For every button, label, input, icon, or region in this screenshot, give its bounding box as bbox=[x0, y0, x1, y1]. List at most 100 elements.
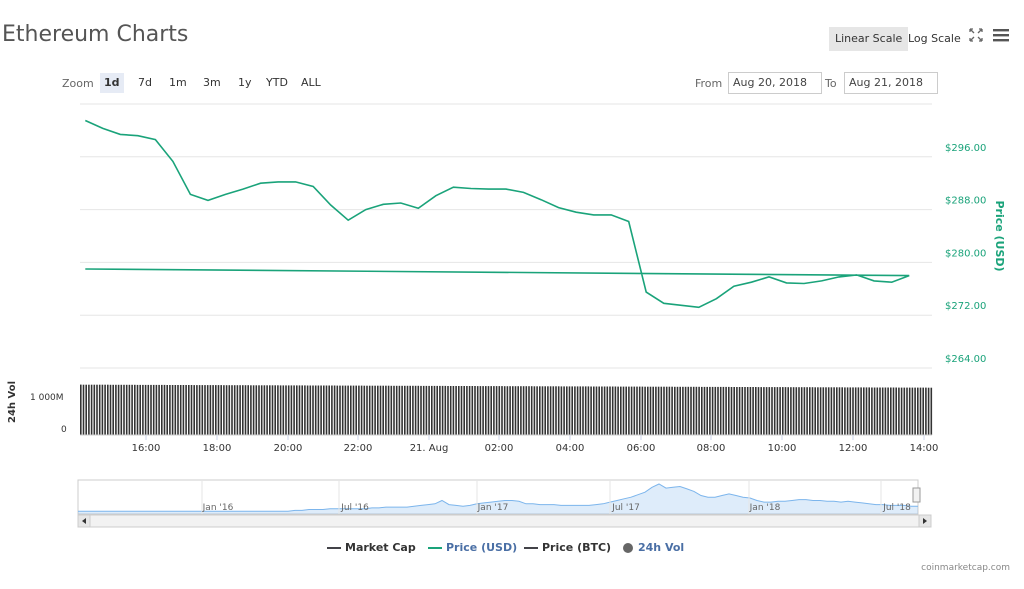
volume-bar bbox=[892, 387, 895, 435]
volume-bar bbox=[625, 386, 627, 435]
volume-bar bbox=[884, 387, 887, 435]
volume-bar bbox=[374, 385, 376, 435]
volume-bar bbox=[385, 385, 387, 435]
expand-icon[interactable] bbox=[968, 27, 984, 47]
volume-bar bbox=[296, 385, 298, 435]
volume-bar bbox=[317, 385, 320, 435]
y-tick-label: $264.00 bbox=[945, 354, 986, 365]
volume-bar bbox=[233, 385, 236, 435]
volume-bar bbox=[652, 386, 654, 435]
volume-bar bbox=[768, 387, 771, 435]
volume-bar bbox=[844, 387, 846, 435]
volume-bar bbox=[368, 385, 371, 435]
hamburger-menu-icon[interactable] bbox=[992, 27, 1010, 47]
x-tick-label: 02:00 bbox=[485, 443, 514, 454]
volume-bar bbox=[568, 386, 571, 435]
volume-bar bbox=[792, 387, 795, 435]
page-title: Ethereum Charts bbox=[2, 22, 189, 47]
volume-bar bbox=[517, 386, 519, 435]
volume-bar bbox=[360, 385, 363, 435]
volume-bar bbox=[868, 387, 870, 435]
zoom-all-button[interactable]: ALL bbox=[301, 76, 321, 89]
to-date-input[interactable]: Aug 21, 2018 bbox=[844, 72, 938, 94]
to-label: To bbox=[825, 77, 837, 90]
volume-bar bbox=[771, 387, 773, 435]
volume-bar bbox=[811, 387, 814, 435]
volume-bar bbox=[649, 386, 652, 435]
volume-bar bbox=[215, 385, 217, 435]
volume-bar bbox=[404, 385, 406, 435]
volume-bar bbox=[252, 385, 255, 435]
volume-bar bbox=[455, 386, 457, 435]
volume-tick-label: 0 bbox=[61, 425, 67, 435]
from-label: From bbox=[695, 77, 723, 90]
navigator-label: Jan '17 bbox=[477, 503, 509, 513]
volume-bar bbox=[501, 386, 503, 435]
volume-bar bbox=[96, 384, 98, 435]
volume-bar bbox=[390, 385, 393, 435]
volume-bar bbox=[854, 387, 857, 435]
volume-bar bbox=[158, 384, 160, 435]
legend-market-cap[interactable]: Market Cap bbox=[327, 541, 416, 554]
zoom-7d-button[interactable]: 7d bbox=[138, 76, 152, 89]
legend-price-btc[interactable]: Price (BTC) bbox=[524, 541, 611, 554]
navigator-line bbox=[78, 483, 918, 512]
x-tick-label: 21. Aug bbox=[410, 443, 449, 454]
volume-bar bbox=[298, 385, 301, 435]
zoom-1y-button[interactable]: 1y bbox=[238, 76, 252, 89]
volume-bar bbox=[198, 385, 201, 435]
volume-bar bbox=[601, 386, 603, 435]
from-date-input[interactable]: Aug 20, 2018 bbox=[728, 72, 822, 94]
x-tick-label: 10:00 bbox=[768, 443, 797, 454]
volume-bar bbox=[525, 386, 528, 435]
volume-bar bbox=[476, 386, 479, 435]
credit-link[interactable]: coinmarketcap.com bbox=[921, 563, 1010, 573]
volume-bar bbox=[277, 385, 279, 435]
volume-bar bbox=[414, 385, 417, 435]
volume-bar bbox=[306, 385, 309, 435]
zoom-3m-button[interactable]: 3m bbox=[203, 76, 221, 89]
volume-bar bbox=[352, 385, 355, 435]
volume-bar bbox=[479, 386, 482, 435]
volume-bar bbox=[212, 385, 214, 435]
volume-bar bbox=[676, 386, 679, 435]
zoom-ytd-button[interactable]: YTD bbox=[266, 76, 288, 89]
volume-bar bbox=[142, 384, 144, 435]
log-scale-button[interactable]: Log Scale bbox=[908, 32, 961, 45]
navigator-area bbox=[78, 484, 918, 514]
volume-bar bbox=[922, 387, 924, 435]
volume-bar bbox=[371, 385, 374, 435]
volume-bar bbox=[630, 386, 633, 435]
volume-y-axis: 0 1 000M bbox=[30, 393, 67, 435]
volume-bar bbox=[857, 387, 860, 435]
zoom-1d-button[interactable]: 1d bbox=[100, 73, 124, 93]
volume-bar bbox=[471, 386, 474, 435]
x-tick-label: 12:00 bbox=[839, 443, 868, 454]
volume-bar bbox=[679, 386, 681, 435]
volume-bar bbox=[431, 385, 433, 435]
volume-bar bbox=[574, 386, 576, 435]
volume-bar bbox=[728, 386, 730, 435]
volume-bar bbox=[587, 386, 590, 435]
volume-bar bbox=[590, 386, 592, 435]
y-tick-label: $296.00 bbox=[945, 143, 986, 154]
zoom-1m-button[interactable]: 1m bbox=[169, 76, 187, 89]
navigator-handle[interactable] bbox=[912, 487, 921, 503]
volume-bar bbox=[166, 385, 168, 435]
legend-price-usd[interactable]: Price (USD) bbox=[428, 541, 517, 554]
volume-bar bbox=[776, 387, 779, 435]
legend-24h-vol[interactable]: 24h Vol bbox=[623, 541, 684, 554]
volume-bar bbox=[287, 385, 290, 435]
volume-bar bbox=[703, 386, 706, 435]
volume-bar bbox=[782, 387, 784, 435]
linear-scale-button[interactable]: Linear Scale bbox=[829, 27, 909, 51]
legend-price-btc-swatch bbox=[524, 547, 538, 549]
legend-price-usd-swatch bbox=[428, 547, 442, 549]
navigator-scrollbar[interactable] bbox=[77, 514, 932, 528]
volume-bar bbox=[409, 385, 411, 435]
volume-bar bbox=[258, 385, 260, 435]
volume-bar bbox=[260, 385, 263, 435]
volume-bar bbox=[328, 385, 330, 435]
volume-bar bbox=[242, 385, 244, 435]
